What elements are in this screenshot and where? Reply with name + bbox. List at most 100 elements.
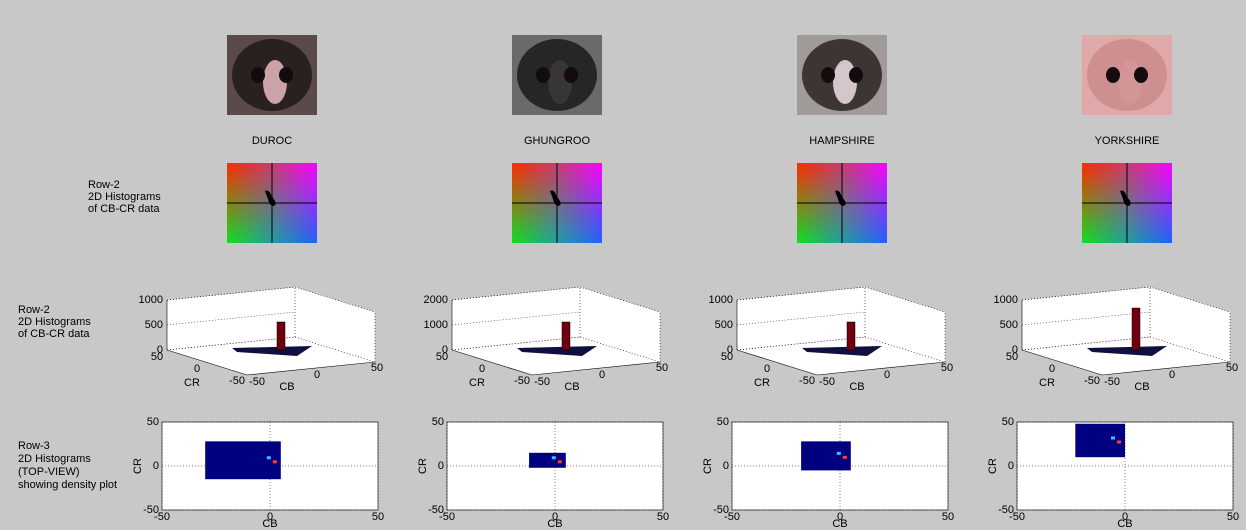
x-axis-label: CB xyxy=(547,518,562,530)
cb-tick-label: -50 xyxy=(249,376,265,388)
row-label: 2D Histograms xyxy=(18,316,91,328)
cr-tick-label: 50 xyxy=(1006,351,1018,363)
y-tick-label: 50 xyxy=(1002,416,1014,428)
nostril xyxy=(1134,67,1148,83)
z-tick-label: 1000 xyxy=(709,294,733,306)
row-label: showing density plot xyxy=(18,479,117,491)
z-tick-label: 2000 xyxy=(424,294,448,306)
row-label: 2D Histograms xyxy=(88,191,161,203)
y-tick-label: -50 xyxy=(998,504,1014,516)
x-axis-label: CB xyxy=(832,518,847,530)
cb-tick-label: 0 xyxy=(314,369,320,381)
cb-tick-label: -50 xyxy=(819,376,835,388)
y-tick-label: -50 xyxy=(713,504,729,516)
z-tick-label: 500 xyxy=(1000,319,1018,331)
y-tick-label: 50 xyxy=(147,416,159,428)
hist-peak xyxy=(1132,308,1140,350)
y-tick-label: 0 xyxy=(153,460,159,472)
y-tick-label: 0 xyxy=(438,460,444,472)
box-3d xyxy=(1022,287,1230,375)
cr-label: CR xyxy=(1039,377,1055,389)
box-3d xyxy=(737,287,945,375)
density-hot xyxy=(843,456,847,459)
density-patch xyxy=(529,453,566,468)
cr-tick-label: -50 xyxy=(514,375,530,387)
hist-peak xyxy=(847,322,855,350)
cr-tick-label: 0 xyxy=(479,363,485,375)
row-label: Row-2 xyxy=(88,179,120,191)
cr-label: CR xyxy=(184,377,200,389)
box-3d xyxy=(167,287,375,375)
y-tick-label: 0 xyxy=(723,460,729,472)
hist-peak xyxy=(562,322,570,350)
row-label: Row-3 xyxy=(18,440,50,452)
y-tick-label: 50 xyxy=(717,416,729,428)
cr-tick-label: 50 xyxy=(436,351,448,363)
density-patch xyxy=(205,441,281,479)
cb-tick-label: 0 xyxy=(884,369,890,381)
breed-name: DUROC xyxy=(252,135,292,147)
cr-tick-label: -50 xyxy=(1084,375,1100,387)
cb-label: CB xyxy=(849,381,864,393)
color-map xyxy=(797,163,887,243)
density-warm xyxy=(552,456,556,459)
cr-tick-label: 50 xyxy=(721,351,733,363)
hist-peak xyxy=(277,322,285,350)
breed-name: GHUNGROO xyxy=(524,135,590,147)
density-hot xyxy=(273,460,277,463)
cb-tick-label: 50 xyxy=(1226,362,1238,374)
cr-tick-label: 0 xyxy=(194,363,200,375)
cb-label: CB xyxy=(564,381,579,393)
y-tick-label: 50 xyxy=(432,416,444,428)
z-tick-label: 500 xyxy=(145,319,163,331)
y-axis-label: CR xyxy=(417,458,429,474)
cb-tick-label: 0 xyxy=(599,369,605,381)
y-axis-label: CR xyxy=(987,458,999,474)
density-warm xyxy=(837,452,841,455)
row-label: (TOP-VIEW) xyxy=(18,466,80,478)
cb-label: CB xyxy=(279,381,294,393)
cr-tick-label: 0 xyxy=(1049,363,1055,375)
cr-tick-label: 50 xyxy=(151,351,163,363)
x-axis-label: CB xyxy=(262,518,277,530)
nostril xyxy=(821,67,835,83)
nostril xyxy=(849,67,863,83)
row-label: of CB-CR data xyxy=(18,328,90,340)
row-label: of CB-CR data xyxy=(88,203,160,215)
z-tick-label: 1000 xyxy=(994,294,1018,306)
y-axis-label: CR xyxy=(702,458,714,474)
color-map xyxy=(1082,163,1172,243)
cr-tick-label: 0 xyxy=(764,363,770,375)
box-3d xyxy=(452,287,660,375)
color-map xyxy=(227,163,317,243)
y-tick-label: 0 xyxy=(1008,460,1014,472)
cb-tick-label: 50 xyxy=(371,362,383,374)
x-tick-label: 50 xyxy=(1227,511,1239,523)
density-hot xyxy=(558,460,562,463)
x-tick-label: 50 xyxy=(372,511,384,523)
cr-tick-label: -50 xyxy=(229,375,245,387)
breed-name: HAMPSHIRE xyxy=(809,135,874,147)
density-hot xyxy=(1117,440,1121,443)
row-label: Row-2 xyxy=(18,304,50,316)
y-axis-label: CR xyxy=(132,458,144,474)
cb-tick-label: 50 xyxy=(941,362,953,374)
nostril xyxy=(1106,67,1120,83)
cb-tick-label: 50 xyxy=(656,362,668,374)
nostril xyxy=(536,67,550,83)
row-label: 2D Histograms xyxy=(18,453,91,465)
x-tick-label: 50 xyxy=(657,511,669,523)
breed-name: YORKSHIRE xyxy=(1095,135,1160,147)
x-axis-label: CB xyxy=(1117,518,1132,530)
color-map xyxy=(512,163,602,243)
cr-tick-label: -50 xyxy=(799,375,815,387)
nostril xyxy=(564,67,578,83)
y-tick-label: -50 xyxy=(143,504,159,516)
cb-tick-label: 0 xyxy=(1169,369,1175,381)
cr-label: CR xyxy=(469,377,485,389)
cb-label: CB xyxy=(1134,381,1149,393)
y-tick-label: -50 xyxy=(428,504,444,516)
z-tick-label: 500 xyxy=(715,319,733,331)
cb-tick-label: -50 xyxy=(1104,376,1120,388)
cr-label: CR xyxy=(754,377,770,389)
